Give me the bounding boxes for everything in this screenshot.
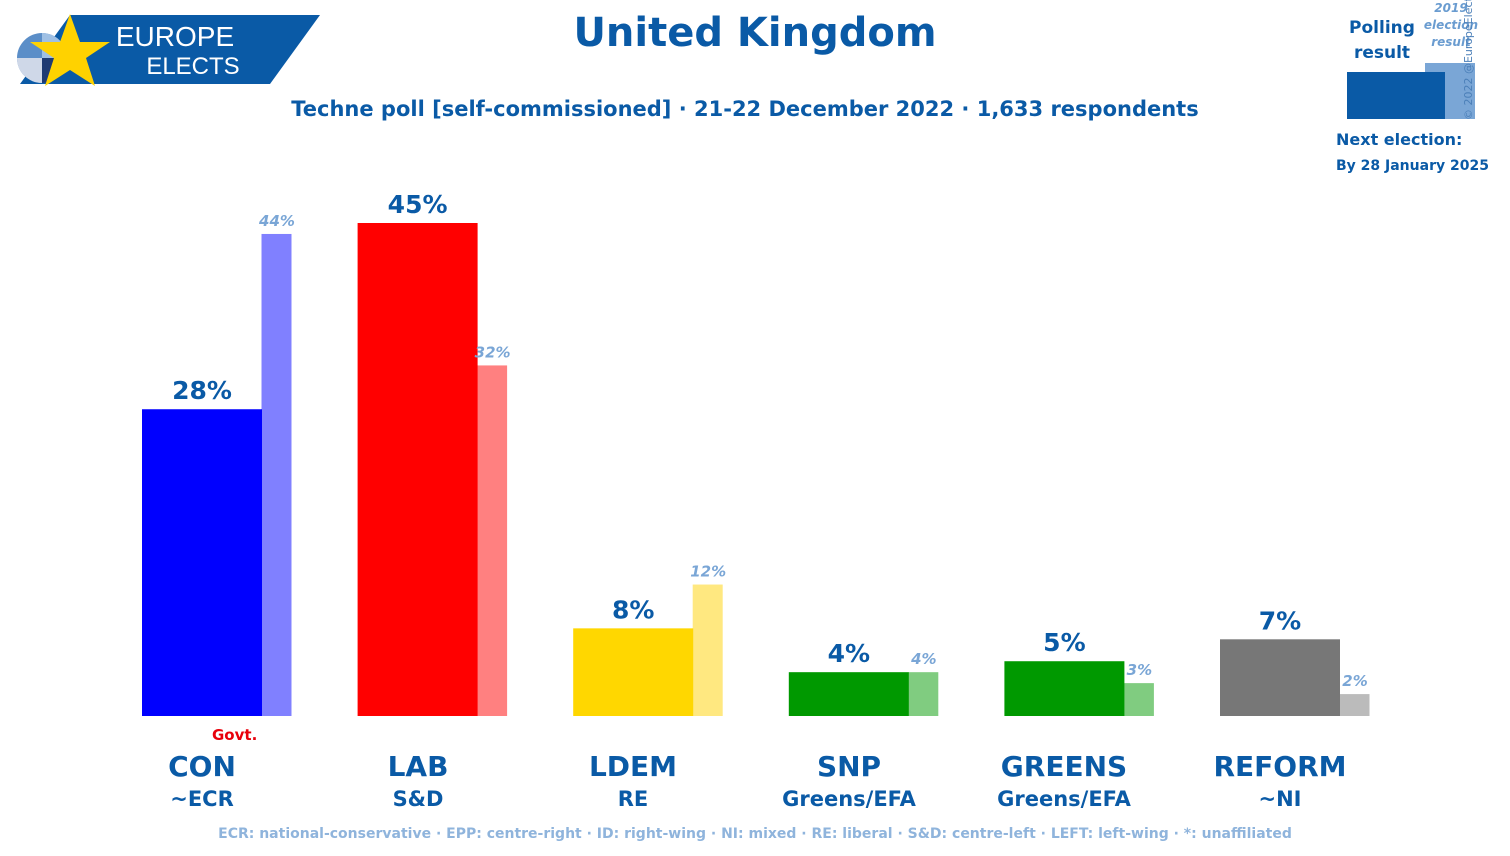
party-name: CON: [168, 750, 236, 783]
group-legend-footer: ECR: national-conservative · EPP: centre…: [218, 826, 1292, 842]
legend: Polling result 2019 election result Next…: [1330, 0, 1510, 190]
data-label-poll-ldem: 8%: [612, 595, 654, 624]
data-label-poll-lab: 45%: [388, 190, 448, 219]
party-name: LAB: [387, 750, 449, 783]
bar-poll-ldem: [573, 628, 694, 716]
data-label-2019-lab: 32%: [475, 343, 511, 361]
bar-2019-reform: [1339, 694, 1370, 716]
star-icon: [30, 14, 110, 86]
party-label-greens: GREENS Greens/EFA: [964, 750, 1164, 814]
europe-elects-logo: EUROPE ELECTS: [17, 14, 320, 86]
next-election-label: Next election:: [1336, 130, 1463, 149]
legend-polling-line2: result: [1353, 43, 1411, 63]
legend-polling-label: Polling result: [1342, 16, 1422, 66]
legend-previous-label: 2019 election result: [1420, 0, 1482, 51]
legend-previous-line3: result: [1431, 35, 1471, 49]
party-label-snp: SNP Greens/EFA: [749, 750, 949, 814]
bar-2019-snp: [908, 672, 939, 716]
legend-polling-line1: Polling: [1349, 18, 1415, 38]
logo-line1: EUROPE: [116, 21, 234, 52]
party-label-con: CON ~ECR: [102, 750, 302, 814]
bar-2019-con: [261, 233, 292, 716]
party-name: REFORM: [1213, 750, 1347, 783]
party-name: SNP: [816, 750, 882, 783]
legend-polling-swatch: [1347, 72, 1445, 119]
data-label-2019-greens: 3%: [1127, 661, 1152, 679]
data-label-2019-ldem: 12%: [690, 563, 726, 581]
chart-title: United Kingdom: [573, 10, 937, 56]
data-label-2019-con: 44%: [258, 212, 295, 230]
data-label-poll-reform: 7%: [1259, 606, 1301, 635]
bar-poll-snp: [788, 672, 909, 716]
bar-poll-greens: [1004, 661, 1125, 716]
bar-poll-lab: [357, 223, 478, 716]
party-label-ldem: LDEM RE: [533, 750, 733, 814]
data-label-poll-snp: 4%: [828, 639, 870, 668]
party-group: ~NI: [1258, 787, 1302, 811]
party-group: Greens/EFA: [997, 787, 1131, 811]
chart-subtitle: Techne poll [self-commissioned] · 21-22 …: [291, 97, 1199, 121]
bar-poll-con: [142, 409, 262, 716]
data-label-2019-snp: 4%: [910, 650, 936, 668]
legend-previous-line1: 2019: [1434, 1, 1468, 15]
government-badge: Govt.: [212, 726, 258, 744]
party-label-lab: LAB S&D: [318, 750, 518, 814]
data-label-poll-greens: 5%: [1043, 628, 1085, 657]
party-name: GREENS: [1000, 750, 1128, 783]
logo-line2: ELECTS: [146, 53, 239, 80]
party-group: Greens/EFA: [782, 787, 916, 811]
data-label-2019-reform: 2%: [1342, 672, 1367, 690]
bar-2019-greens: [1123, 683, 1154, 716]
party-group: ~ECR: [170, 787, 234, 811]
party-group: S&D: [392, 787, 444, 811]
party-label-reform: REFORM ~NI: [1180, 750, 1380, 814]
bar-2019-ldem: [692, 584, 723, 716]
party-name: LDEM: [588, 750, 678, 783]
bar-poll-reform: [1220, 639, 1340, 716]
party-group: RE: [617, 787, 649, 811]
data-label-poll-con: 28%: [172, 376, 232, 405]
bar-2019-lab: [477, 365, 508, 716]
legend-previous-line2: election: [1423, 18, 1479, 32]
next-election-date: By 28 January 2025: [1336, 158, 1489, 174]
